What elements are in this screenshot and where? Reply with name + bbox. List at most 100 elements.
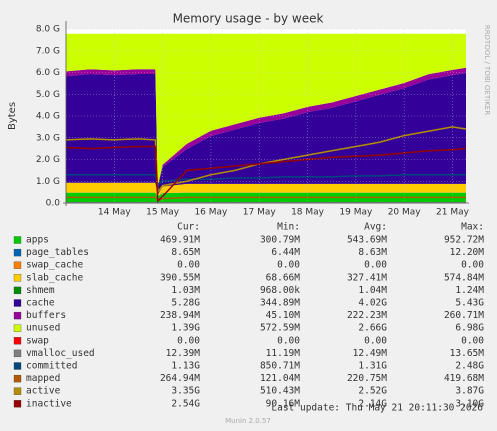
y-axis-label: Bytes <box>7 102 18 130</box>
legend-stat: 121.04M <box>260 373 300 384</box>
legend-stat: 8.65M <box>171 247 200 258</box>
x-tick-label: 15 May <box>146 208 180 218</box>
legend-stat: 1.13G <box>171 361 200 372</box>
legend-label: swap <box>26 335 49 346</box>
legend-stat: 2.66G <box>358 323 387 334</box>
legend-stat: 1.04M <box>358 285 387 296</box>
legend-stat: 222.23M <box>347 310 387 321</box>
legend-stat: 0.00 <box>364 335 387 346</box>
x-tick-label: 18 May <box>291 208 325 218</box>
line <box>66 173 466 186</box>
legend-stat: 0.00 <box>177 260 200 271</box>
legend-stat: 90.16M <box>266 398 301 409</box>
legend-label: mapped <box>26 373 60 384</box>
legend-stat: 8.63M <box>358 247 387 258</box>
legend-swatch <box>13 274 22 282</box>
legend-stat: 469.91M <box>160 235 200 246</box>
legend-swatch <box>13 236 22 244</box>
legend-stat: 5.28G <box>171 298 200 309</box>
legend-header: Max: <box>461 222 484 233</box>
legend-swatch <box>13 349 22 358</box>
legend-swatch <box>13 362 22 370</box>
legend-stat: 0.00 <box>364 260 387 271</box>
x-tick-label: 17 May <box>243 208 277 218</box>
x-tick-label: 21 May <box>436 208 470 218</box>
legend-stat: 0.00 <box>277 335 300 346</box>
footer: Munin 2.0.57 <box>225 417 271 425</box>
legend-stat: 2.54G <box>171 398 200 409</box>
y-tick-label: 6.0 G <box>36 68 60 78</box>
legend-label: cache <box>26 298 55 309</box>
legend-stat: 68.66M <box>266 272 301 283</box>
legend-stat: 952.72M <box>444 235 484 246</box>
legend-swatch <box>13 261 22 269</box>
chart-title: Memory usage - by week <box>173 12 324 26</box>
y-tick-label: 2.0 G <box>36 155 60 165</box>
legend-stat: 0.00 <box>461 335 484 346</box>
x-tick-label: 19 May <box>339 208 373 218</box>
legend-stat: 6.44M <box>271 247 300 258</box>
legend-stat: 45.10M <box>266 310 301 321</box>
legend-swatch <box>13 337 22 345</box>
legend-stat: 5.43G <box>455 298 484 309</box>
legend-stat: 12.39M <box>166 348 201 359</box>
legend-label: vmalloc_used <box>26 348 95 359</box>
legend-swatch <box>13 248 22 257</box>
legend-stat: 0.00 <box>461 260 484 271</box>
legend-stat: 0.00 <box>277 260 300 271</box>
legend-stat: 12.20M <box>450 247 485 258</box>
legend-label: shmem <box>26 285 55 296</box>
legend-stat: 3.35G <box>171 386 200 397</box>
legend-stat: 12.49M <box>353 348 388 359</box>
legend-stat: 3.10G <box>455 398 484 409</box>
legend-label: swap_cache <box>26 260 83 271</box>
legend-stat: 264.94M <box>160 373 200 384</box>
legend-stat: 4.02G <box>358 298 387 309</box>
legend: Cur: Min: Avg: Max: apps 469.91M 300.79M 543.69… <box>13 222 485 409</box>
legend-stat: 968.00k <box>260 285 300 296</box>
legend-header: Cur: <box>177 222 200 233</box>
area <box>66 67 466 188</box>
y-tick-label: 3.0 G <box>36 133 60 143</box>
legend-stat: 1.24M <box>455 285 484 296</box>
legend-stat: 574.84M <box>444 272 484 283</box>
legend-stat: 510.43M <box>260 386 300 397</box>
legend-stat: 2.52G <box>358 386 387 397</box>
line <box>65 126 467 195</box>
legend-stat: 1.03M <box>171 285 200 296</box>
legend-stat: 11.19M <box>266 348 301 359</box>
y-tick-label: 1.0 G <box>36 177 60 187</box>
legend-label: committed <box>26 361 77 372</box>
area <box>66 33 466 187</box>
legend-stat: 0.00 <box>177 335 200 346</box>
legend-label: active <box>26 386 61 397</box>
legend-label: page_tables <box>26 247 89 258</box>
legend-stat: 327.41M <box>347 272 387 283</box>
legend-stat: 260.71M <box>444 310 484 321</box>
legend-stat: 300.79M <box>260 235 300 246</box>
legend-stat: 390.55M <box>160 272 200 283</box>
legend-stat: 572.59M <box>260 323 300 334</box>
x-tick-label: 20 May <box>388 208 422 218</box>
legend-stat: 13.65M <box>450 348 485 359</box>
legend-label: inactive <box>26 398 72 409</box>
line <box>66 196 466 202</box>
legend-label: apps <box>26 235 49 246</box>
y-tick-label: 7.0 G <box>36 46 60 56</box>
legend-stat: 3.87G <box>455 386 484 397</box>
legend-swatch <box>13 311 22 320</box>
y-tick-label: 0.0 <box>46 199 61 209</box>
legend-swatch <box>13 286 22 295</box>
x-tick-label: 16 May <box>194 208 228 218</box>
legend-stat: 2.48G <box>455 361 484 372</box>
legend-swatch <box>13 387 22 395</box>
legend-swatch <box>13 324 22 332</box>
legend-label: unused <box>26 323 60 334</box>
legend-stat: 6.98G <box>455 323 484 334</box>
area <box>66 72 466 195</box>
y-tick-label: 4.0 G <box>36 112 60 122</box>
legend-stat: 238.94M <box>160 310 200 321</box>
legend-stat: 543.69M <box>347 235 387 246</box>
legend-header: Min: <box>277 222 300 233</box>
